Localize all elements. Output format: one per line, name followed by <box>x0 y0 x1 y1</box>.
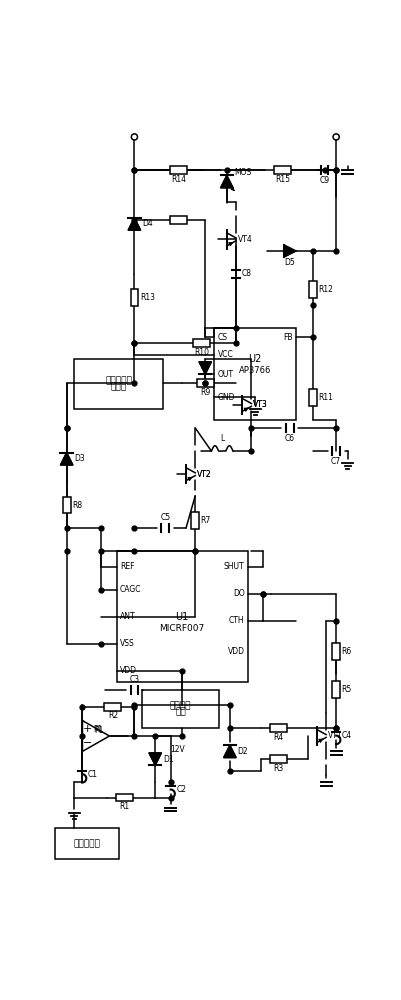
Text: FB: FB <box>283 333 292 342</box>
Text: SHUT: SHUT <box>223 562 244 571</box>
Text: MICRF007: MICRF007 <box>159 624 204 633</box>
Text: OUT: OUT <box>217 370 233 379</box>
Bar <box>269 755 286 763</box>
Bar <box>332 643 339 660</box>
Text: VT1: VT1 <box>327 732 342 740</box>
Text: −: − <box>82 738 91 748</box>
Bar <box>74 359 162 409</box>
Bar <box>104 703 121 711</box>
Text: D5: D5 <box>284 258 295 267</box>
Text: GND: GND <box>217 393 235 402</box>
Text: R9: R9 <box>200 388 210 397</box>
Text: P1: P1 <box>94 726 103 735</box>
Bar <box>115 794 133 801</box>
Text: MOS: MOS <box>234 168 251 177</box>
Text: +: + <box>82 724 91 734</box>
Text: VDD: VDD <box>227 647 244 656</box>
Bar <box>308 389 316 406</box>
Polygon shape <box>223 745 235 758</box>
Text: U1: U1 <box>175 612 188 622</box>
Text: R4: R4 <box>273 733 283 742</box>
Polygon shape <box>198 362 211 374</box>
Text: D4: D4 <box>142 219 152 228</box>
Bar <box>214 328 296 420</box>
Text: C8: C8 <box>241 269 251 278</box>
Text: VCC: VCC <box>217 350 233 359</box>
Text: VDD: VDD <box>119 666 136 675</box>
Text: C2: C2 <box>176 785 186 794</box>
Text: C6: C6 <box>284 434 294 443</box>
Text: C5: C5 <box>160 513 170 522</box>
Text: VT3: VT3 <box>252 400 267 409</box>
Polygon shape <box>149 753 161 765</box>
Bar <box>169 166 186 174</box>
Text: R10: R10 <box>193 348 209 357</box>
Text: R7: R7 <box>200 516 211 525</box>
Text: 光敏传感器: 光敏传感器 <box>73 839 100 848</box>
Text: CS: CS <box>217 333 227 342</box>
Bar <box>142 690 219 728</box>
Bar <box>55 828 119 859</box>
Polygon shape <box>283 245 296 257</box>
Text: R1: R1 <box>119 802 129 811</box>
Text: R12: R12 <box>318 285 332 294</box>
Bar <box>191 512 198 529</box>
Text: VT3: VT3 <box>252 400 267 409</box>
Text: AP3766: AP3766 <box>239 366 271 375</box>
Text: R2: R2 <box>107 711 117 720</box>
Bar <box>192 339 209 347</box>
Text: 电路: 电路 <box>175 708 186 717</box>
Text: DO: DO <box>232 589 244 598</box>
Text: R11: R11 <box>318 393 332 402</box>
Bar <box>169 216 186 224</box>
Bar <box>63 497 70 513</box>
Text: D3: D3 <box>74 454 85 463</box>
Bar <box>196 379 213 387</box>
Text: C4: C4 <box>341 732 351 740</box>
Text: ANT: ANT <box>119 612 135 621</box>
Bar <box>273 166 290 174</box>
Text: R5: R5 <box>341 685 351 694</box>
Text: CAGC: CAGC <box>119 585 141 594</box>
Bar <box>269 724 286 732</box>
Text: R13: R13 <box>140 293 154 302</box>
Text: U2: U2 <box>248 354 261 364</box>
Bar <box>308 281 316 298</box>
Polygon shape <box>128 218 140 230</box>
Polygon shape <box>220 175 233 188</box>
Text: VT2: VT2 <box>196 470 211 479</box>
Text: CTH: CTH <box>228 616 244 625</box>
Bar <box>116 551 247 682</box>
Text: VT4: VT4 <box>237 235 252 244</box>
Text: P1: P1 <box>93 725 102 734</box>
Text: VT2: VT2 <box>196 470 211 479</box>
Text: C1: C1 <box>87 770 97 779</box>
Text: 12V: 12V <box>170 745 185 754</box>
Text: 缓冲式触发: 缓冲式触发 <box>105 376 132 385</box>
Bar <box>332 681 339 698</box>
Text: R8: R8 <box>72 500 82 510</box>
Text: C3: C3 <box>129 675 139 684</box>
Text: R14: R14 <box>170 175 185 184</box>
Bar <box>130 289 138 306</box>
Text: C7: C7 <box>330 457 340 466</box>
Text: D2: D2 <box>237 747 247 756</box>
Text: R15: R15 <box>274 175 289 184</box>
Polygon shape <box>60 453 73 465</box>
Text: R3: R3 <box>273 764 283 773</box>
Text: VSS: VSS <box>119 639 134 648</box>
Text: R6: R6 <box>341 647 351 656</box>
Text: 发电路: 发电路 <box>110 382 126 391</box>
Text: C9: C9 <box>319 176 329 185</box>
Text: D1: D1 <box>162 755 173 764</box>
Text: REF: REF <box>119 562 134 571</box>
Text: 信号放大: 信号放大 <box>170 701 191 710</box>
Text: L: L <box>219 434 224 443</box>
